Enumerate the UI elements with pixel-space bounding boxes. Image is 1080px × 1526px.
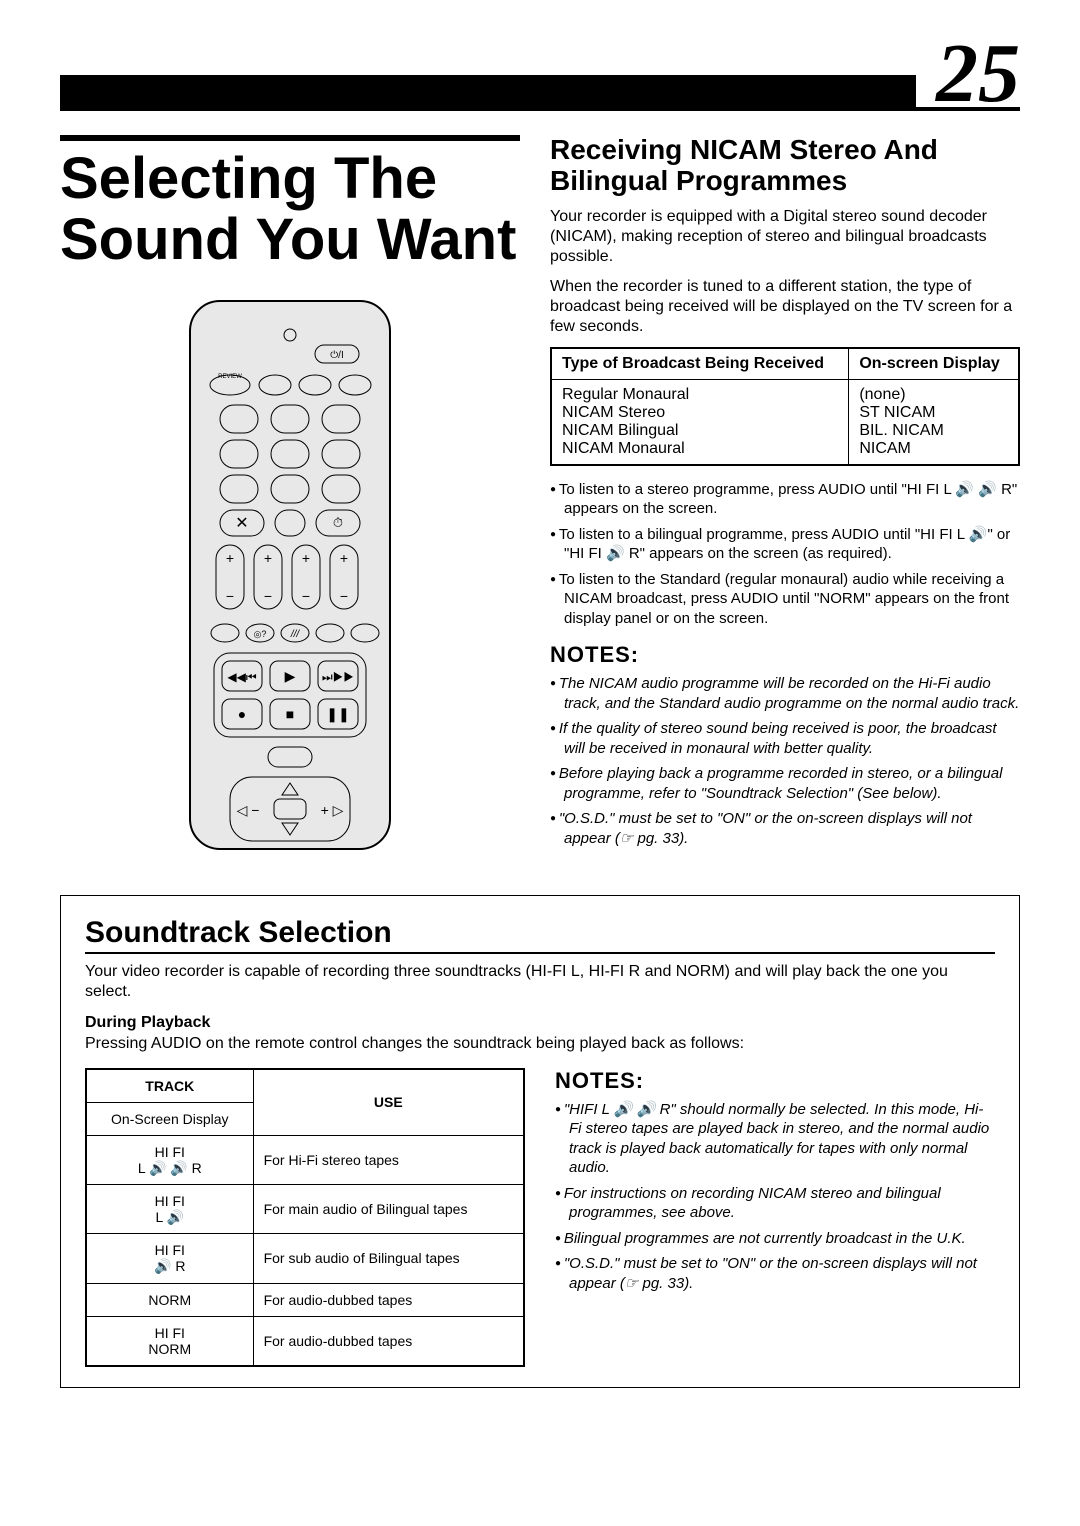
track-row: HI FI L 🔊 For main audio of Bilingual ta… — [86, 1185, 524, 1234]
track-cell: HI FI 🔊 R — [86, 1234, 253, 1283]
track-use: For audio-dubbed tapes — [253, 1316, 524, 1366]
svg-text:◎?: ◎? — [254, 629, 267, 639]
broadcast-head2: On-screen Display — [849, 348, 1019, 380]
track-head-osd: On-Screen Display — [86, 1102, 253, 1135]
track-row: HI FI NORM For audio-dubbed tapes — [86, 1316, 524, 1366]
track-cell: HI FI NORM — [86, 1316, 253, 1366]
nicam-note: Before playing back a programme recorded… — [550, 764, 1020, 803]
svg-text:−: − — [226, 588, 234, 604]
track-row: NORM For audio-dubbed tapes — [86, 1283, 524, 1316]
track-use: For Hi-Fi stereo tapes — [253, 1135, 524, 1184]
nicam-bullet: To listen to the Standard (regular monau… — [550, 570, 1020, 629]
soundtrack-section: Soundtrack Selection Your video recorder… — [60, 895, 1020, 1388]
svg-text:+: + — [264, 550, 272, 566]
track-use: For main audio of Bilingual tapes — [253, 1185, 524, 1234]
svg-text:+: + — [302, 550, 310, 566]
track-table: TRACK USE On-Screen Display HI FI L 🔊 🔊 … — [85, 1068, 525, 1367]
svg-text:✕: ✕ — [235, 515, 248, 532]
track-row: HI FI 🔊 R For sub audio of Bilingual tap… — [86, 1234, 524, 1283]
svg-text:−: − — [302, 588, 310, 604]
soundtrack-note: "HIFI L 🔊 🔊 R" should normally be select… — [555, 1100, 995, 1178]
broadcast-cell: Regular Monaural NICAM Stereo NICAM Bili… — [551, 379, 849, 465]
svg-text:●: ● — [238, 706, 246, 722]
top-rule: 25 — [60, 40, 1020, 111]
track-head-use: USE — [253, 1069, 524, 1136]
soundtrack-notes: "HIFI L 🔊 🔊 R" should normally be select… — [555, 1100, 995, 1294]
nicam-bullet: To listen to a bilingual programme, pres… — [550, 525, 1020, 564]
nicam-note: If the quality of stereo sound being rec… — [550, 719, 1020, 758]
broadcast-table: Type of Broadcast Being Received On-scre… — [550, 347, 1020, 466]
svg-text:⏱: ⏱ — [333, 515, 343, 530]
svg-text:REVIEW: REVIEW — [218, 374, 242, 380]
svg-text:⏭▶▶: ⏭▶▶ — [322, 670, 355, 684]
nicam-notes-heading: NOTES: — [550, 642, 1020, 668]
page-number: 25 — [936, 40, 1020, 107]
nicam-bullets: To listen to a stereo programme, press A… — [550, 480, 1020, 629]
nicam-bullet: To listen to a stereo programme, press A… — [550, 480, 1020, 519]
nicam-heading: Receiving NICAM Stereo And Bilingual Pro… — [550, 135, 1020, 197]
track-use: For audio-dubbed tapes — [253, 1283, 524, 1316]
svg-text:❚❚: ❚❚ — [326, 706, 349, 723]
track-cell: HI FI L 🔊 — [86, 1185, 253, 1234]
broadcast-cell: (none) ST NICAM BIL. NICAM NICAM — [849, 379, 1019, 465]
soundtrack-note: For instructions on recording NICAM ster… — [555, 1184, 995, 1223]
svg-text:+: + — [340, 550, 348, 566]
svg-text:+ ▷: + ▷ — [321, 802, 344, 818]
track-cell: NORM — [86, 1283, 253, 1316]
svg-text:■: ■ — [286, 706, 294, 722]
svg-text:///: /// — [290, 629, 301, 640]
track-row: HI FI L 🔊 🔊 R For Hi-Fi stereo tapes — [86, 1135, 524, 1184]
svg-text:◀◀⏮: ◀◀⏮ — [227, 670, 256, 684]
svg-text:⏻/I: ⏻/I — [330, 350, 343, 361]
svg-text:−: − — [340, 588, 348, 604]
nicam-note: The NICAM audio programme will be record… — [550, 674, 1020, 713]
nicam-note: "O.S.D." must be set to "ON" or the on-s… — [550, 809, 1020, 848]
svg-text:◁ −: ◁ − — [237, 802, 260, 818]
track-cell: HI FI L 🔊 🔊 R — [86, 1135, 253, 1184]
soundtrack-intro: Your video recorder is capable of record… — [85, 962, 995, 1002]
during-playback-h: During Playback — [85, 1014, 995, 1032]
title-rule — [60, 135, 520, 141]
soundtrack-notes-heading: NOTES: — [555, 1068, 995, 1094]
remote-control-illustration: ⏻/I REVIEW — [180, 295, 400, 855]
svg-text:▶: ▶ — [285, 668, 296, 684]
broadcast-head1: Type of Broadcast Being Received — [551, 348, 849, 380]
track-head-track: TRACK — [86, 1069, 253, 1103]
main-title: Selecting The Sound You Want — [60, 149, 520, 271]
during-playback-p: Pressing AUDIO on the remote control cha… — [85, 1034, 995, 1054]
nicam-para2: When the recorder is tuned to a differen… — [550, 277, 1020, 337]
nicam-para1: Your recorder is equipped with a Digital… — [550, 207, 1020, 267]
thick-bar — [60, 75, 916, 107]
soundtrack-heading: Soundtrack Selection — [85, 916, 995, 954]
track-use: For sub audio of Bilingual tapes — [253, 1234, 524, 1283]
svg-text:−: − — [264, 588, 272, 604]
soundtrack-note: "O.S.D." must be set to "ON" or the on-s… — [555, 1254, 995, 1293]
soundtrack-note: Bilingual programmes are not currently b… — [555, 1229, 995, 1249]
nicam-notes: The NICAM audio programme will be record… — [550, 674, 1020, 848]
svg-text:+: + — [226, 550, 234, 566]
